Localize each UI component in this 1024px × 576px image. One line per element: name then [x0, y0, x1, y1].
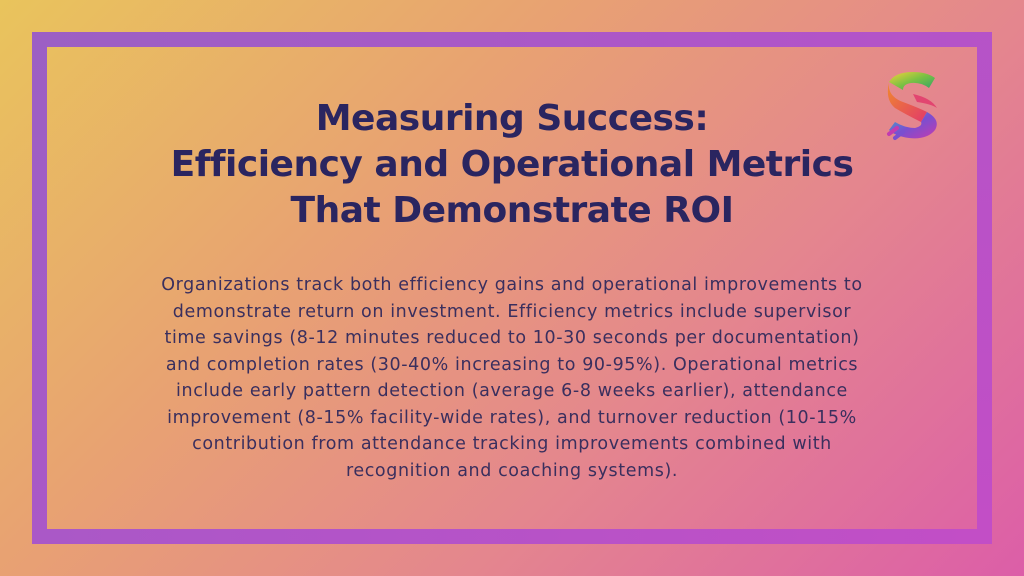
body-line: time savings (8-12 minutes reduced to 10… — [164, 328, 860, 348]
slide-title: Measuring Success: Efficiency and Operat… — [60, 96, 964, 234]
title-line: Measuring Success: — [315, 98, 709, 139]
body-line: improvement (8-15% facility-wide rates),… — [167, 407, 857, 428]
slide-frame — [32, 32, 992, 544]
body-line: Organizations track both efficiency gain… — [161, 275, 863, 295]
slide-body: Organizations track both efficiency gain… — [80, 272, 944, 484]
s-logo-icon — [883, 68, 943, 142]
body-line: and completion rates (30-40% increasing … — [165, 354, 859, 375]
title-line: That Demonstrate ROI — [290, 190, 734, 231]
title-line: Efficiency and Operational Metrics — [170, 144, 854, 185]
body-line: contribution from attendance tracking im… — [192, 434, 832, 454]
body-line: recognition and coaching systems). — [345, 460, 679, 481]
body-line: demonstrate return on investment. Effici… — [172, 301, 852, 322]
body-line: include early pattern detection (average… — [176, 381, 848, 401]
